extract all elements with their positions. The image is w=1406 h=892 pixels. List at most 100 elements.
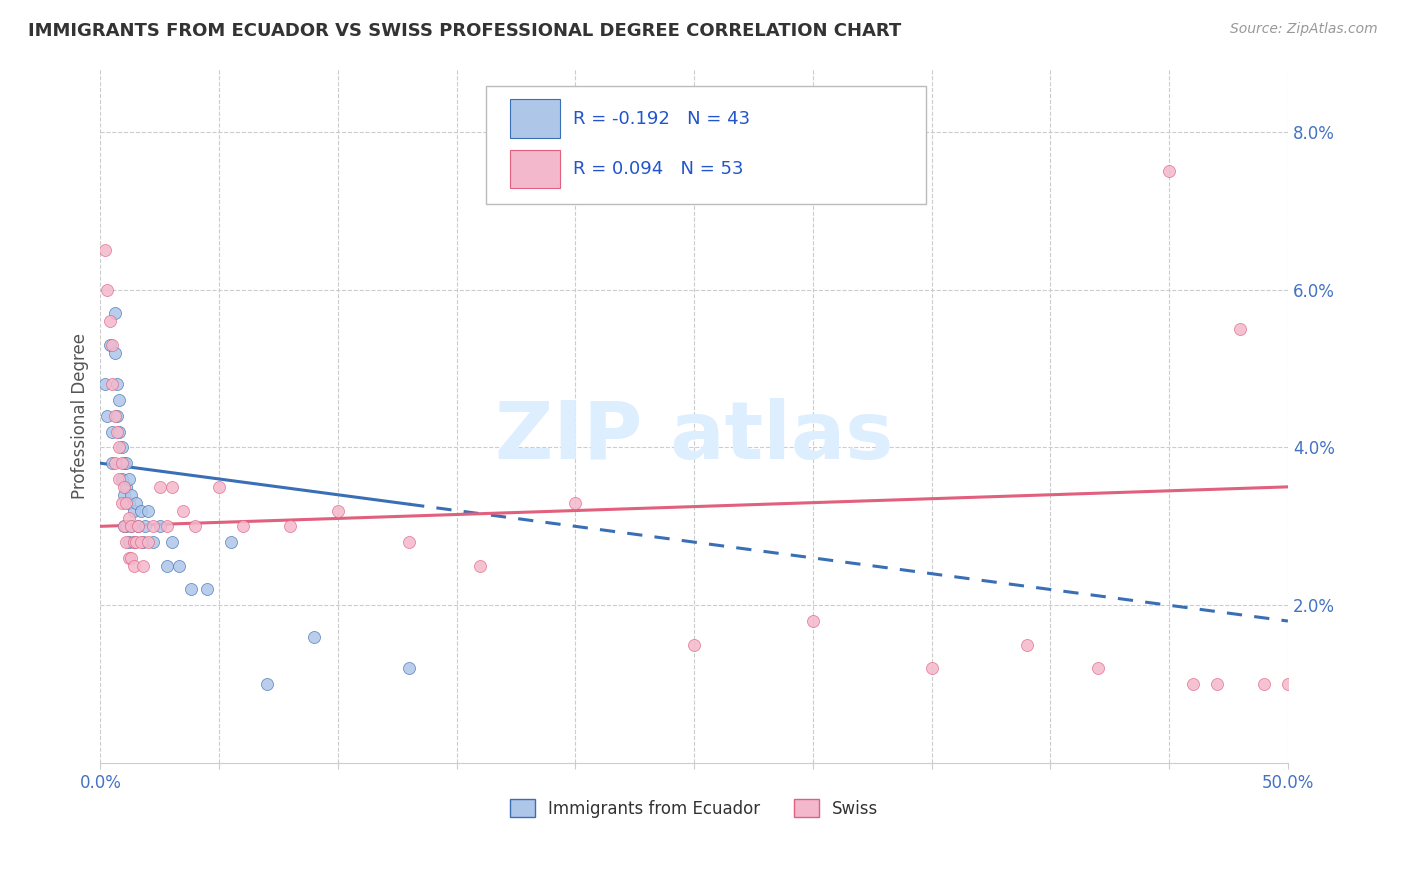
Point	[118, 535, 141, 549]
Point	[180, 582, 202, 597]
Point	[683, 638, 706, 652]
Point	[104, 409, 127, 423]
Point	[398, 535, 420, 549]
Point	[118, 472, 141, 486]
Point	[98, 314, 121, 328]
Point	[98, 338, 121, 352]
Point	[801, 614, 824, 628]
Point	[111, 496, 134, 510]
Point	[142, 535, 165, 549]
Point	[105, 377, 128, 392]
Point	[120, 488, 142, 502]
Point	[470, 558, 492, 573]
Point	[115, 456, 138, 470]
Point	[118, 511, 141, 525]
Point	[208, 480, 231, 494]
Point	[108, 441, 131, 455]
Point	[132, 535, 155, 549]
Text: IMMIGRANTS FROM ECUADOR VS SWISS PROFESSIONAL DEGREE CORRELATION CHART: IMMIGRANTS FROM ECUADOR VS SWISS PROFESS…	[28, 22, 901, 40]
Point	[1087, 661, 1109, 675]
Point	[108, 472, 131, 486]
Point	[104, 306, 127, 320]
Point	[115, 519, 138, 533]
Point	[125, 535, 148, 549]
Point	[256, 677, 278, 691]
Point	[142, 519, 165, 533]
FancyBboxPatch shape	[510, 150, 560, 188]
Point	[115, 496, 138, 510]
Point	[94, 243, 117, 257]
Point	[122, 535, 145, 549]
Point	[120, 550, 142, 565]
Point	[94, 377, 117, 392]
Point	[120, 519, 142, 533]
Point	[104, 345, 127, 359]
Point	[326, 503, 349, 517]
FancyBboxPatch shape	[510, 99, 560, 137]
Point	[120, 519, 142, 533]
Point	[125, 496, 148, 510]
Point	[101, 338, 124, 352]
Point	[118, 550, 141, 565]
Point	[112, 480, 135, 494]
Point	[108, 425, 131, 439]
Point	[105, 409, 128, 423]
Point	[96, 409, 118, 423]
Point	[122, 535, 145, 549]
Point	[195, 582, 218, 597]
Point	[108, 392, 131, 407]
Point	[129, 535, 152, 549]
Point	[149, 480, 172, 494]
Point	[101, 425, 124, 439]
Point	[398, 661, 420, 675]
Point	[105, 425, 128, 439]
Point	[115, 480, 138, 494]
Point	[184, 519, 207, 533]
Point	[112, 519, 135, 533]
Point	[1301, 638, 1323, 652]
Point	[115, 535, 138, 549]
Text: R = 0.094   N = 53: R = 0.094 N = 53	[574, 161, 744, 178]
Point	[160, 480, 183, 494]
Point	[136, 535, 159, 549]
Point	[156, 519, 179, 533]
Point	[149, 519, 172, 533]
Text: R = -0.192   N = 43: R = -0.192 N = 43	[574, 110, 751, 128]
Point	[219, 535, 242, 549]
Point	[156, 558, 179, 573]
Point	[96, 283, 118, 297]
FancyBboxPatch shape	[486, 86, 925, 204]
Point	[1324, 677, 1347, 691]
Point	[921, 661, 943, 675]
Point	[112, 519, 135, 533]
Point	[1229, 322, 1251, 336]
Point	[127, 519, 149, 533]
Point	[101, 377, 124, 392]
Point	[136, 503, 159, 517]
Point	[564, 496, 586, 510]
Point	[160, 535, 183, 549]
Point	[129, 503, 152, 517]
Point	[101, 456, 124, 470]
Point	[1181, 677, 1204, 691]
Text: ZIP atlas: ZIP atlas	[495, 398, 893, 475]
Point	[112, 488, 135, 502]
Point	[112, 456, 135, 470]
Point	[302, 630, 325, 644]
Point	[1015, 638, 1038, 652]
Point	[1253, 677, 1275, 691]
Point	[111, 456, 134, 470]
Point	[132, 558, 155, 573]
Point	[280, 519, 302, 533]
Point	[118, 496, 141, 510]
Y-axis label: Professional Degree: Professional Degree	[72, 333, 89, 499]
Point	[172, 503, 194, 517]
Point	[134, 519, 156, 533]
Point	[122, 503, 145, 517]
Point	[232, 519, 254, 533]
Point	[167, 558, 190, 573]
Point	[127, 519, 149, 533]
Point	[111, 441, 134, 455]
Point	[1159, 164, 1181, 178]
Point	[122, 558, 145, 573]
